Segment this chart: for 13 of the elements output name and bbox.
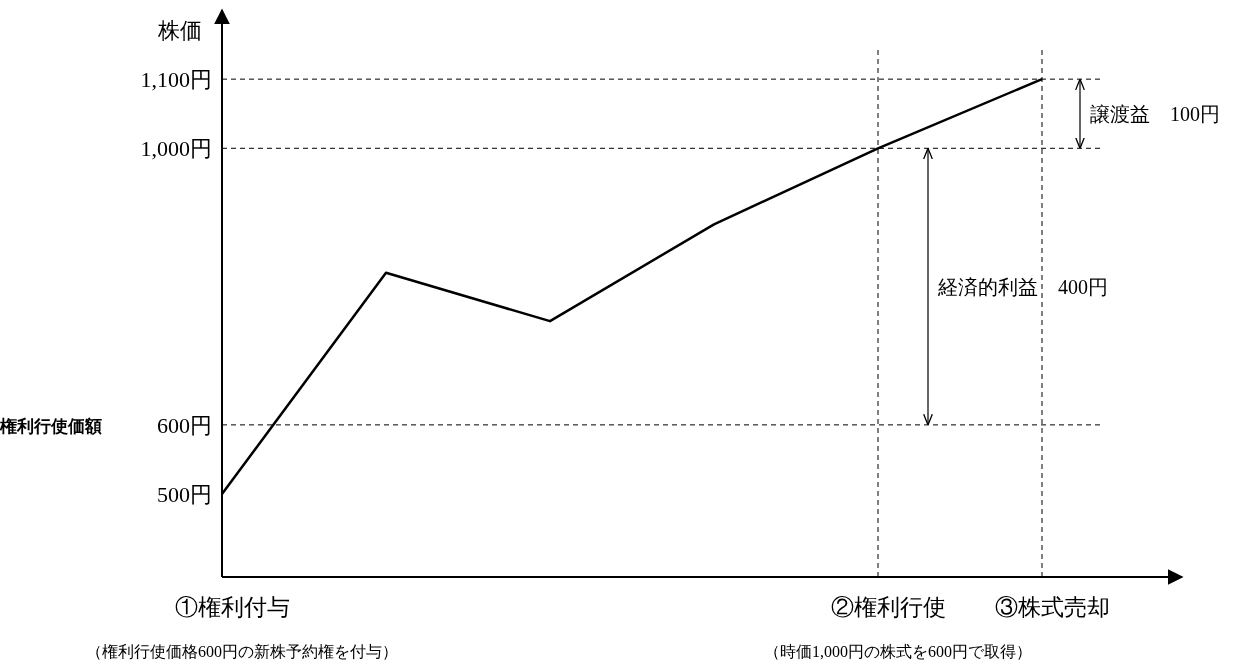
annotation: 譲渡益 100円 — [1090, 102, 1220, 125]
y-axis-title: 株価 — [157, 18, 202, 43]
y-tick-label: 600円 — [157, 412, 212, 438]
text: （時価1,000円の株式を600円で取得） — [764, 643, 1032, 660]
y-tick-label: 1,100円 — [140, 67, 212, 93]
x-tick-label: ③株式売却 — [994, 595, 1110, 620]
y-tick-label: 1,000円 — [140, 136, 212, 162]
x-tick-label: ①権利付与 — [174, 595, 290, 620]
y-tick-label: 500円 — [157, 482, 212, 508]
x-tick-label: ②権利行使 — [830, 595, 946, 620]
text: （権利行使価格600円の新株予約権を付与） — [86, 643, 398, 660]
ref-line-label: 権利行使価額 — [0, 416, 102, 436]
annotation: 経済的利益 400円 — [937, 275, 1108, 298]
